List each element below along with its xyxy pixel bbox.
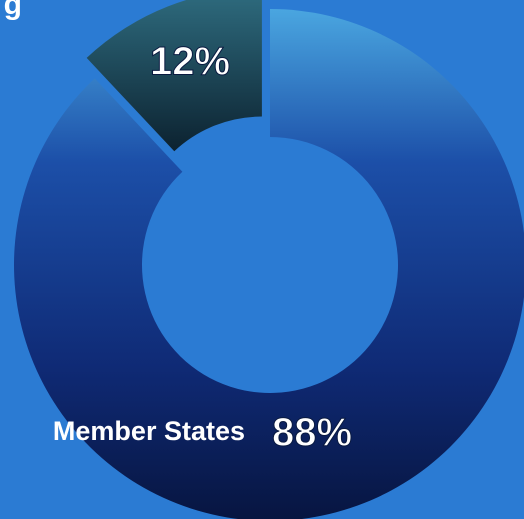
chart: g 12% Member States 88% (0, 0, 524, 519)
value-label: 12% (150, 40, 230, 84)
page: {"chart_data": {"type": "donut", "catego… (0, 0, 524, 519)
value-label: 88% (272, 411, 352, 455)
category-label: g (4, 0, 22, 21)
category-label: Member States (53, 416, 245, 446)
